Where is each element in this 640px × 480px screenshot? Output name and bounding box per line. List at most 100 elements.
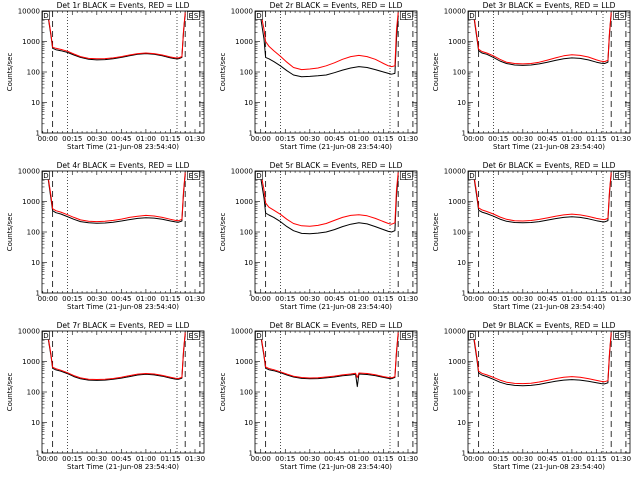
y-axis-label: Counts/sec [6, 213, 14, 252]
x-tick-label: 01:00 [349, 135, 369, 143]
marker-box [255, 171, 263, 180]
y-tick-label: 100 [453, 69, 466, 77]
x-tick-label: 00:15 [488, 295, 508, 303]
series-line-events [473, 173, 612, 224]
marker-label: E [402, 12, 406, 20]
plot-frame [467, 10, 631, 134]
x-tick-label: 01:15 [160, 295, 180, 303]
x-axis-label: Start Time (21-Jun-08 23:54:40) [280, 143, 392, 151]
y-tick-label: 10000 [444, 8, 466, 16]
marker-label: S [194, 12, 199, 20]
y-axis-label: Counts/sec [432, 373, 440, 412]
y-tick-label: 100 [240, 229, 253, 237]
detector-panel-9: Det 9r BLACK = Events, RED = LLD 1 10 100 10… [426, 320, 639, 480]
y-tick-label: 10 [457, 259, 466, 267]
marker-label: S [620, 172, 625, 180]
x-tick-label: 01:00 [562, 135, 582, 143]
plot-frame [467, 170, 631, 294]
marker-label: S [194, 172, 199, 180]
y-tick-label: 10000 [444, 328, 466, 336]
y-tick-label: 10000 [18, 8, 40, 16]
y-axis-label: Counts/sec [6, 373, 14, 412]
y-axis-label: Counts/sec [219, 213, 227, 252]
plot-frame [41, 170, 205, 294]
marker-box [405, 171, 413, 180]
x-tick-label: 00:30 [300, 455, 320, 463]
x-tick-label: 00:45 [324, 295, 344, 303]
x-tick-label: 00:15 [62, 455, 82, 463]
marker-label: D [256, 172, 261, 180]
detector-panel-8: Det 8r BLACK = Events, RED = LLD 1 10 100 10… [213, 320, 426, 480]
x-tick-label: 00:00 [38, 135, 58, 143]
x-tick-label: 00:15 [62, 135, 82, 143]
y-tick-label: 1000 [448, 38, 466, 46]
x-tick-label: 00:00 [251, 455, 271, 463]
x-tick-label: 00:00 [38, 295, 58, 303]
series-line-events [47, 333, 186, 381]
chart-title: Det 5r BLACK = Events, RED = LLD [270, 161, 403, 170]
series-line-events [47, 173, 186, 224]
y-axis-label: Counts/sec [6, 53, 14, 92]
marker-label: D [469, 172, 474, 180]
marker-label: S [407, 172, 412, 180]
y-tick-label: 1 [249, 290, 253, 298]
marker-box [42, 171, 50, 180]
x-tick-label: 00:45 [537, 135, 557, 143]
x-tick-label: 00:00 [251, 295, 271, 303]
y-tick-label: 1 [462, 290, 466, 298]
chart-title: Det 3r BLACK = Events, RED = LLD [483, 1, 616, 10]
y-tick-label: 100 [240, 69, 253, 77]
plot-frame [41, 10, 205, 134]
series-line-lld [260, 332, 399, 379]
marker-label: D [469, 12, 474, 20]
x-tick-label: 00:00 [464, 295, 484, 303]
y-tick-label: 10 [244, 259, 253, 267]
marker-label: D [43, 172, 48, 180]
x-tick-label: 00:30 [300, 135, 320, 143]
x-tick-label: 00:45 [324, 455, 344, 463]
plot-frame [254, 330, 418, 454]
marker-label: E [189, 332, 193, 340]
marker-label: D [43, 12, 48, 20]
x-tick-label: 00:30 [513, 455, 533, 463]
x-tick-label: 01:00 [136, 455, 156, 463]
marker-label: S [194, 332, 199, 340]
series-line-lld [260, 172, 399, 227]
series-line-lld [47, 12, 186, 60]
series-line-events [260, 15, 399, 78]
chart-title: Det 6r BLACK = Events, RED = LLD [483, 161, 616, 170]
detector-chart-4: Det 4r BLACK = Events, RED = LLD 1 10 100 10… [6, 161, 205, 311]
y-tick-label: 1000 [235, 358, 253, 366]
y-tick-label: 1 [462, 450, 466, 458]
marker-box [618, 171, 626, 180]
marker-label: D [43, 332, 48, 340]
marker-label: S [620, 332, 625, 340]
x-tick-label: 01:30 [611, 135, 631, 143]
x-tick-label: 00:30 [87, 135, 107, 143]
x-tick-label: 00:30 [300, 295, 320, 303]
marker-label: D [256, 332, 261, 340]
x-tick-label: 01:30 [185, 295, 205, 303]
x-tick-label: 00:45 [111, 135, 131, 143]
x-tick-label: 00:45 [324, 135, 344, 143]
x-tick-label: 01:30 [398, 295, 418, 303]
series-line-lld [473, 172, 612, 222]
x-tick-label: 00:15 [275, 135, 295, 143]
x-tick-label: 00:15 [275, 295, 295, 303]
x-tick-label: 00:30 [513, 135, 533, 143]
y-tick-label: 10000 [444, 168, 466, 176]
marker-label: S [620, 12, 625, 20]
detector-chart-8: Det 8r BLACK = Events, RED = LLD 1 10 100 10… [219, 321, 418, 471]
x-tick-label: 00:30 [87, 455, 107, 463]
chart-title: Det 4r BLACK = Events, RED = LLD [57, 161, 190, 170]
series-line-lld [473, 12, 612, 65]
x-tick-label: 01:15 [160, 135, 180, 143]
marker-box [468, 331, 476, 340]
x-tick-label: 01:00 [562, 295, 582, 303]
y-axis-label: Counts/sec [219, 53, 227, 92]
detector-panel-7: Det 7r BLACK = Events, RED = LLD 1 10 100 10… [0, 320, 213, 480]
y-tick-label: 1000 [235, 38, 253, 46]
marker-box [405, 331, 413, 340]
y-tick-label: 10 [31, 419, 40, 427]
x-tick-label: 01:00 [349, 295, 369, 303]
